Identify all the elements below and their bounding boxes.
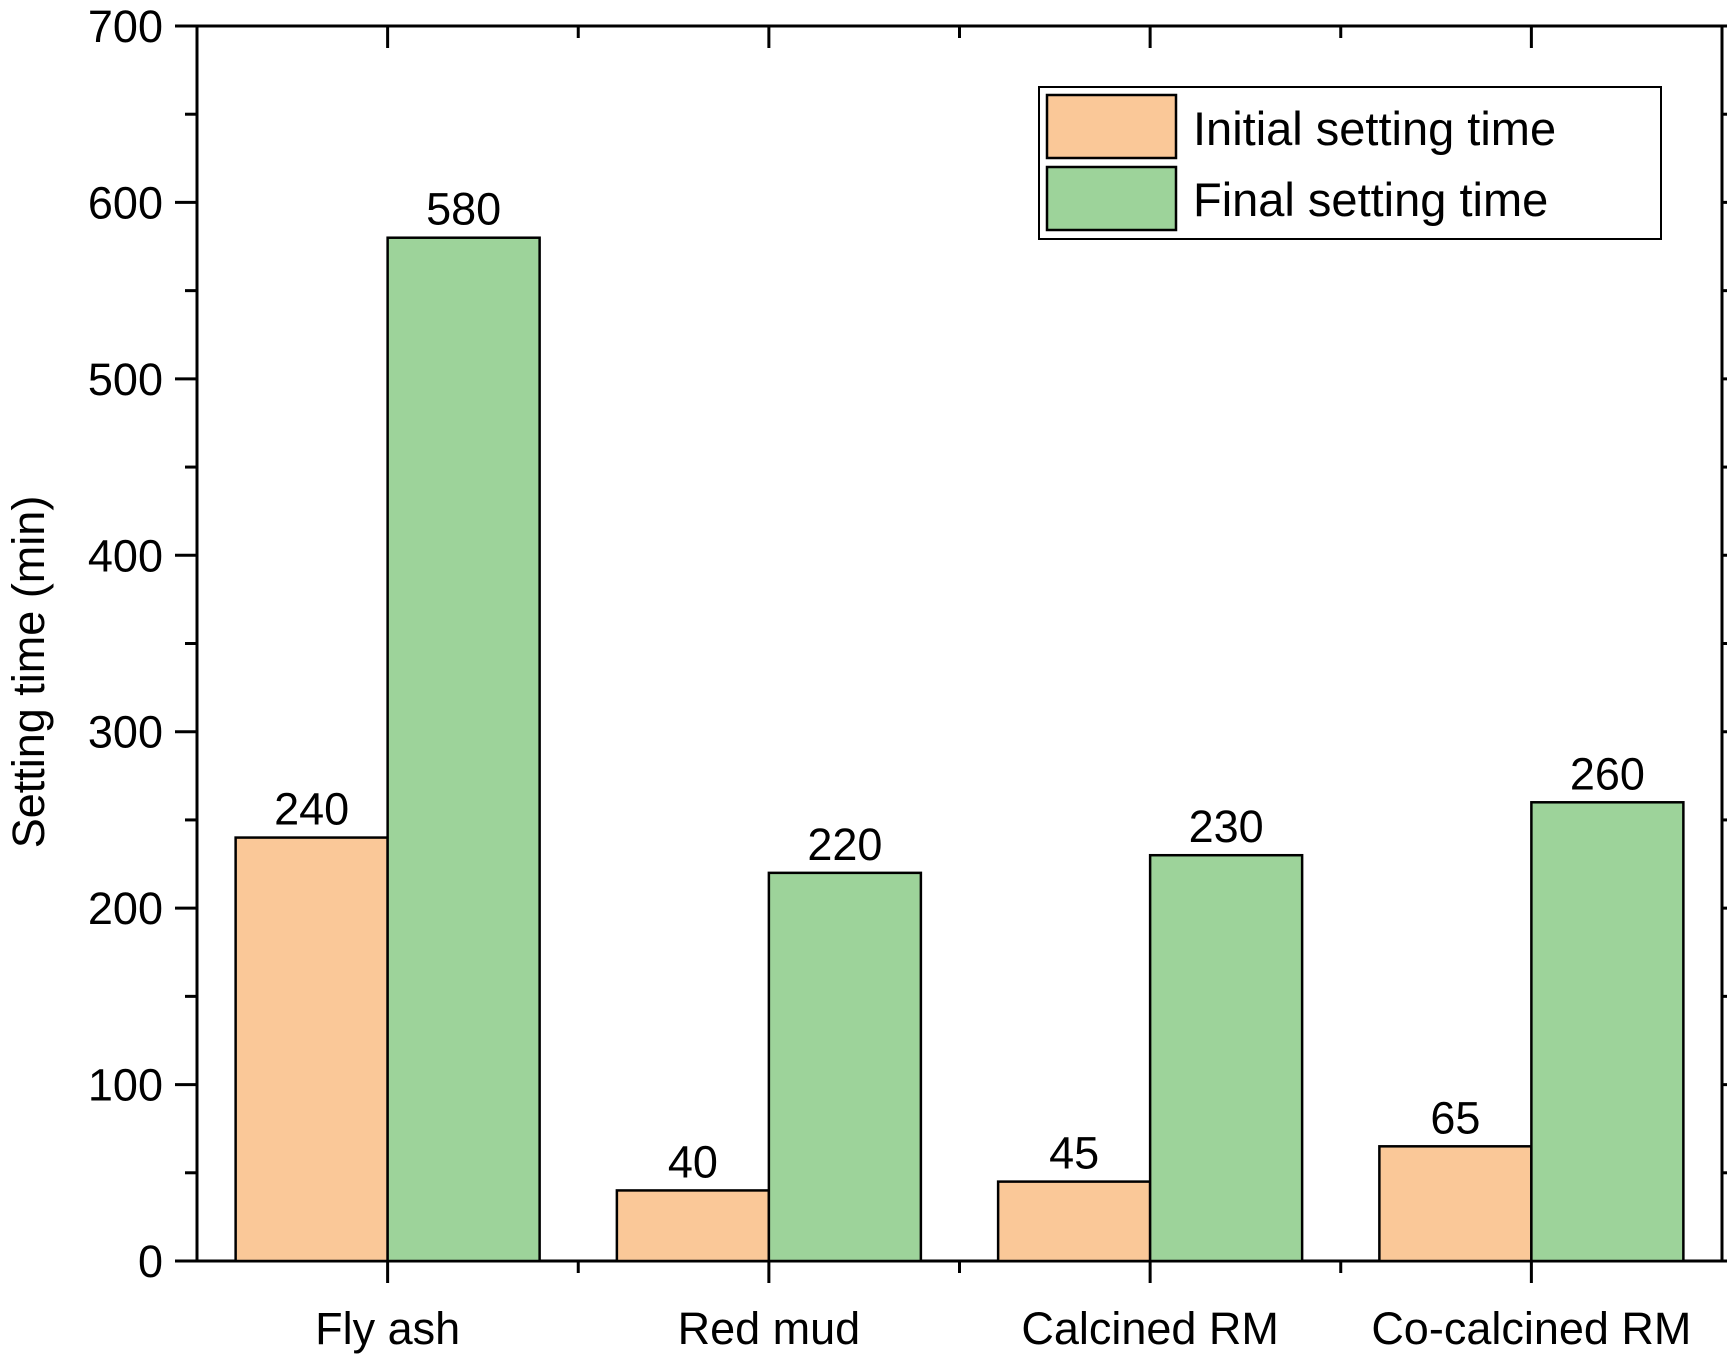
bar-final	[386, 236, 541, 1263]
bar-final	[1530, 801, 1685, 1263]
legend-label-initial: Initial setting time	[1193, 102, 1556, 155]
legend: Initial setting time Final setting time	[1038, 86, 1662, 240]
x-category-label: Red mud	[678, 1303, 861, 1354]
bar-final	[1148, 853, 1304, 1263]
y-tick-label: 200	[88, 883, 163, 934]
legend-swatch-final	[1045, 165, 1178, 232]
legend-swatch-initial	[1045, 93, 1178, 160]
y-tick-label: 0	[138, 1236, 163, 1287]
y-axis-title: Setting time (min)	[3, 496, 54, 849]
y-tick-label: 700	[88, 1, 163, 52]
bar-final	[767, 871, 923, 1263]
bar-value-label: 260	[1570, 748, 1645, 799]
y-tick-label: 300	[88, 707, 163, 758]
x-category-label: Co-calcined RM	[1371, 1303, 1691, 1354]
y-tick-label: 600	[88, 177, 163, 228]
bars-layer	[234, 236, 1685, 1263]
x-category-label: Calcined RM	[1021, 1303, 1279, 1354]
y-tick-label: 100	[88, 1060, 163, 1111]
ticks-layer: 0 100 200 300 400 500 600 700 Fly ash Red mud Calc…	[88, 1, 1727, 1354]
bar-initial	[1378, 1145, 1533, 1263]
bar-initial	[996, 1180, 1152, 1263]
bar-value-label: 65	[1430, 1092, 1480, 1143]
bar-value-label: 240	[274, 784, 349, 835]
bar-value-label: 45	[1049, 1128, 1099, 1179]
bar-value-label: 40	[668, 1136, 718, 1187]
bar-value-label: 580	[426, 184, 501, 235]
y-tick-label: 400	[88, 530, 163, 581]
bar-initial	[234, 836, 389, 1263]
data-labels-layer: 240 580 40 220 45 230 65 260	[274, 184, 1645, 1188]
bar-initial	[615, 1189, 771, 1263]
y-tick-label: 500	[88, 354, 163, 405]
bar-value-label: 220	[807, 819, 882, 870]
y-axis-title-group: Setting time (min)	[3, 496, 54, 849]
bar-value-label: 230	[1189, 801, 1264, 852]
x-category-label: Fly ash	[315, 1303, 460, 1354]
legend-label-final: Final setting time	[1193, 173, 1548, 226]
